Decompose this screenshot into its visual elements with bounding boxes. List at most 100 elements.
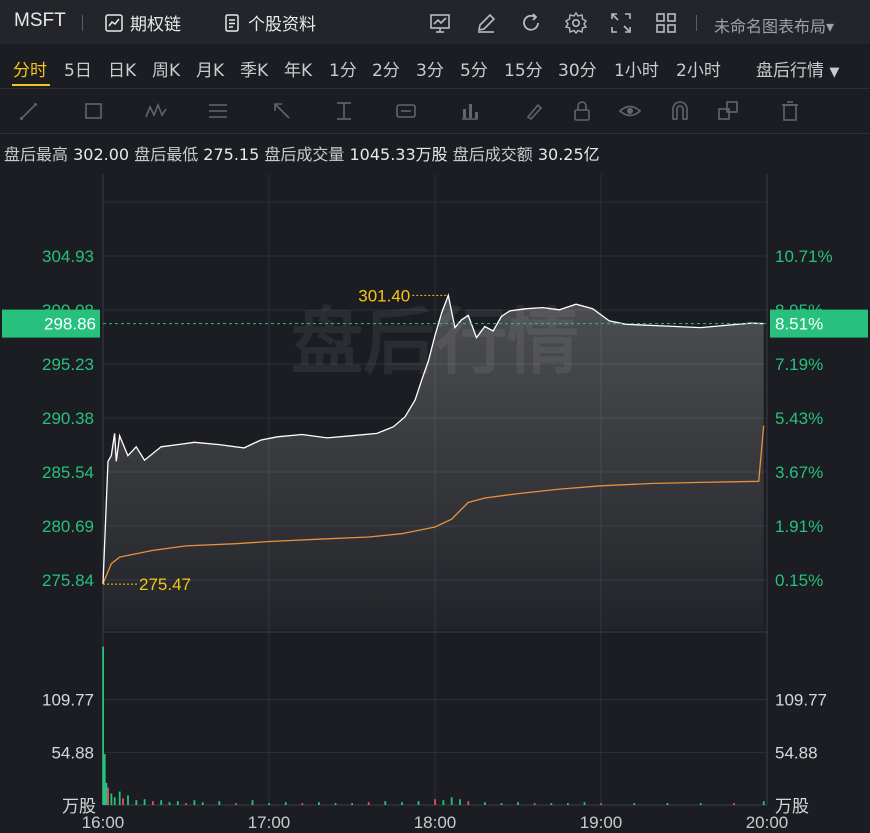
stock-profile-button[interactable]: 个股资料 [222, 10, 316, 35]
active-tab-indicator [12, 84, 50, 86]
volume-bar [500, 803, 503, 805]
amount-value: 30.25亿 [537, 145, 600, 164]
volume-bar [633, 803, 636, 805]
trash-icon[interactable] [778, 99, 802, 123]
max-price-label: 301.40 [358, 286, 410, 305]
tab-period-2[interactable]: 日K [108, 61, 137, 81]
price-tick-label: 290.38 [42, 409, 94, 428]
text-annotation-icon[interactable] [394, 99, 418, 123]
pct-tick-label: 3.67% [775, 463, 823, 482]
volume-bar [268, 803, 270, 805]
volume-bar [103, 754, 106, 805]
volume-bars [102, 646, 765, 805]
volume-bar [434, 799, 436, 805]
time-tick-label: 19:00 [580, 813, 623, 832]
volume-bar [417, 801, 420, 805]
tab-period-6[interactable]: 年K [284, 61, 313, 81]
volume-unit-label: 万股 [62, 797, 96, 816]
volume-tick-label: 109.77 [42, 691, 94, 710]
fullscreen-icon[interactable] [609, 11, 633, 35]
volume-bar [152, 801, 154, 805]
tab-period-12[interactable]: 30分 [558, 61, 597, 81]
session-selector[interactable]: 盘后行情 ▼ [756, 56, 839, 81]
rectangle-icon[interactable] [82, 99, 106, 123]
volume-bar [168, 802, 171, 805]
tab-period-5[interactable]: 季K [240, 61, 269, 81]
time-tick-label: 20:00 [746, 813, 789, 832]
option-chain-button[interactable]: 期权链 [104, 10, 181, 35]
grid-layout-icon[interactable] [654, 11, 678, 35]
volume-bar [201, 802, 204, 805]
tab-period-13[interactable]: 1小时 [614, 61, 659, 81]
tab-period-4[interactable]: 月K [196, 61, 225, 81]
fibonacci-icon[interactable] [206, 99, 230, 123]
layout-selector[interactable]: 未命名图表布局▾ [714, 13, 834, 37]
pct-tick-label: 5.43% [775, 409, 823, 428]
wave-pattern-icon[interactable] [144, 99, 168, 123]
top-toolbar: MSFT 期权链 个股资料 未命名图表布局▾ [0, 0, 870, 45]
trend-line-icon[interactable] [18, 99, 42, 123]
layout-name: 未命名图表布局 [714, 17, 827, 36]
volume-value: 1045.33万股 [349, 145, 448, 164]
average-price-line [102, 425, 765, 585]
indicator-icon[interactable] [428, 11, 452, 35]
draw-pen-icon[interactable] [474, 11, 498, 35]
volume-bar [600, 803, 602, 805]
price-tick-label: 304.93 [42, 247, 94, 266]
tab-period-0[interactable]: 分时 [13, 61, 47, 81]
volume-tick-label: 109.77 [775, 691, 827, 710]
period-tabs: 分时 5日 日K 周K 月K 季K 年K 1分 2分 3分 5分 15分 30分… [0, 44, 870, 89]
option-chain-icon [104, 13, 124, 33]
layers-icon[interactable] [716, 99, 740, 123]
document-icon [222, 13, 242, 33]
price-tick-label: 280.69 [42, 517, 94, 536]
volume-bar [401, 802, 403, 805]
volume-bar [442, 800, 445, 805]
intraday-chart[interactable]: 盘后行情 16:0017:0018:0019:0020:00304.9310.7… [0, 172, 870, 833]
brush-icon[interactable] [522, 99, 546, 123]
current-pct-value: 8.51% [775, 315, 823, 334]
tab-period-8[interactable]: 2分 [372, 61, 400, 81]
tab-period-14[interactable]: 2小时 [676, 61, 721, 81]
volume-bar [699, 803, 702, 805]
price-tick-label: 295.23 [42, 355, 94, 374]
volume-bar [127, 795, 129, 805]
magnet-icon[interactable] [668, 99, 692, 123]
option-chain-label: 期权链 [130, 15, 181, 35]
tab-period-10[interactable]: 5分 [460, 61, 488, 81]
eye-icon[interactable] [618, 99, 642, 123]
tab-period-1[interactable]: 5日 [64, 61, 92, 81]
volume-bar [102, 646, 104, 805]
gear-icon[interactable] [564, 11, 588, 35]
tab-period-7[interactable]: 1分 [329, 61, 357, 81]
drawing-toolbar [0, 89, 870, 134]
tab-period-3[interactable]: 周K [152, 61, 181, 81]
volume-bar [550, 803, 553, 805]
volume-bar [450, 797, 453, 805]
tab-period-11[interactable]: 15分 [504, 61, 543, 81]
volume-bar [107, 787, 109, 805]
ticker-symbol[interactable]: MSFT [14, 10, 66, 31]
time-tick-label: 18:00 [414, 813, 457, 832]
tab-period-9[interactable]: 3分 [416, 61, 444, 81]
volume-bar [533, 803, 536, 805]
volume-bar [367, 802, 370, 805]
bar-chart-icon[interactable] [458, 99, 482, 123]
volume-bar [143, 799, 146, 805]
volume-bar [176, 801, 179, 805]
volume-bar [135, 800, 138, 805]
volume-tick-label: 54.88 [775, 743, 818, 762]
axis-labels: 16:0017:0018:0019:0020:00304.9310.71%300… [42, 247, 833, 832]
current-pct-badge [770, 309, 868, 338]
refresh-icon[interactable] [519, 11, 543, 35]
volume-bar [583, 802, 586, 805]
arrow-icon[interactable] [270, 99, 294, 123]
volume-bar [105, 782, 108, 805]
volume-bar [218, 801, 221, 805]
volume-bar [666, 803, 669, 805]
volume-bar [122, 798, 124, 805]
volume-bar [235, 803, 237, 805]
lock-icon[interactable] [570, 99, 594, 123]
measure-icon[interactable] [332, 99, 356, 123]
session-label: 盘后行情 [756, 61, 824, 81]
